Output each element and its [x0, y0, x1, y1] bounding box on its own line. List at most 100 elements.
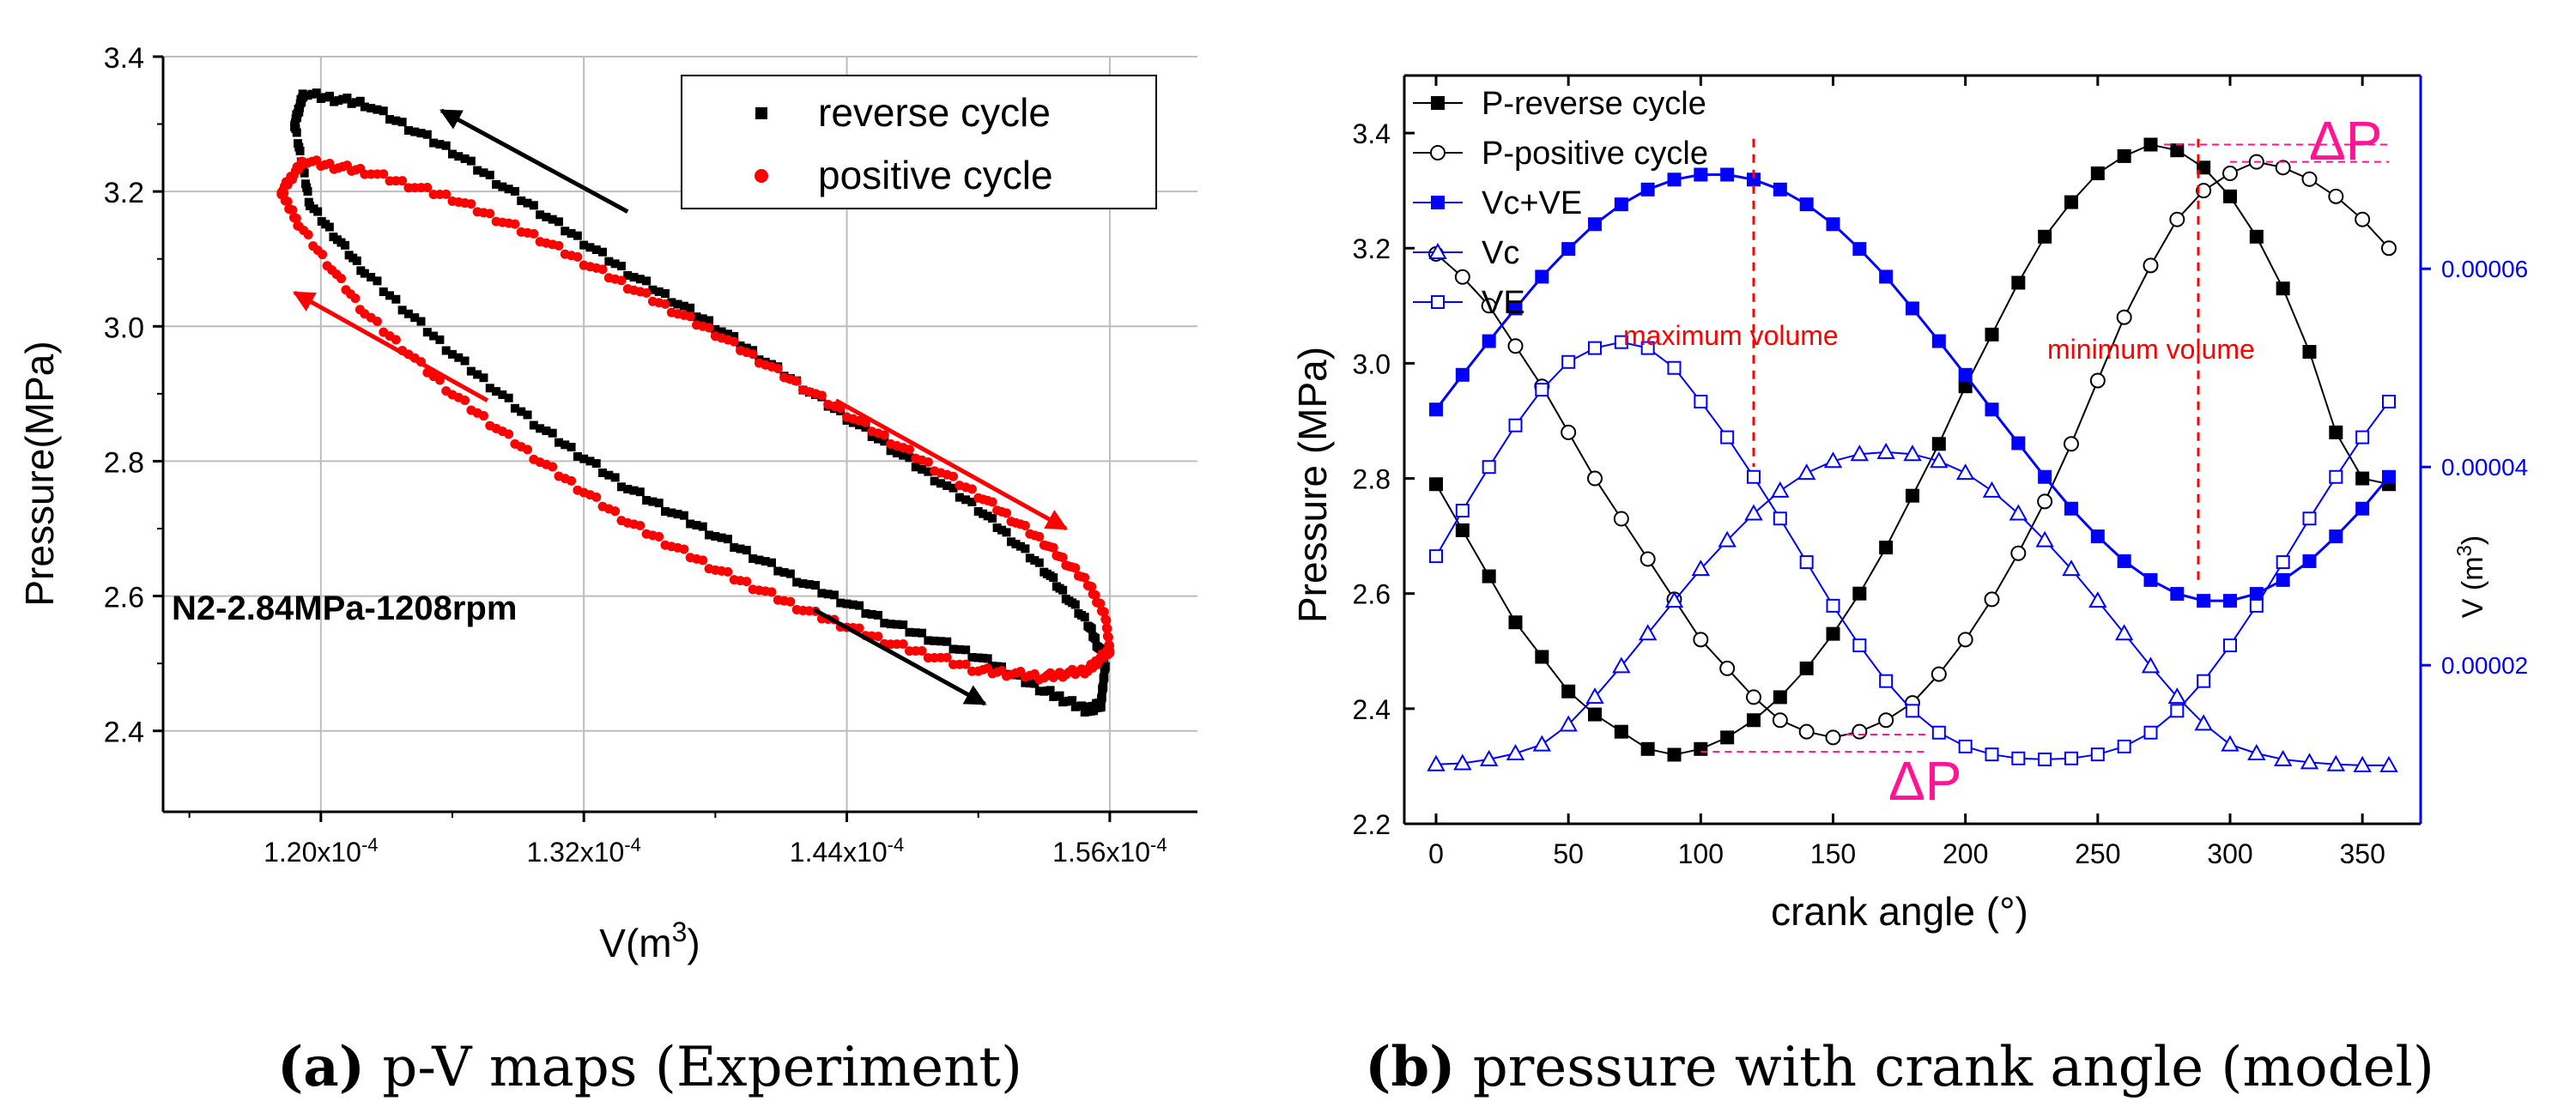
data-point-vc-ve: [1508, 301, 1523, 316]
x-tick-label: 250: [2075, 838, 2120, 869]
data-point-reverse-cycle: [561, 227, 570, 236]
data-point-vc: [2300, 753, 2319, 770]
data-point-reverse-cycle: [447, 149, 457, 159]
data-point-reverse-cycle: [949, 483, 958, 493]
data-point-reverse-cycle: [779, 568, 789, 578]
data-point-reverse-cycle: [367, 272, 376, 281]
data-point-reverse-cycle: [1021, 544, 1030, 553]
data-point-reverse-cycle: [667, 298, 676, 307]
data-point-reverse-cycle: [347, 99, 356, 108]
data-point-reverse-cycle: [861, 608, 870, 618]
data-point-positive-cycle: [704, 323, 714, 333]
data-point-p-reverse-cycle: [1561, 684, 1576, 699]
x-tick-exponent: -4: [624, 834, 641, 856]
data-point-reverse-cycle: [295, 146, 305, 155]
data-point-ve: [1561, 354, 1576, 369]
data-point-reverse-cycle: [1080, 613, 1089, 622]
panel-b-y2-label-close: ): [2457, 535, 2489, 545]
data-point-vc: [1638, 624, 1658, 641]
data-point-reverse-cycle: [892, 448, 901, 457]
data-point-vc: [1559, 715, 1578, 732]
direction-arrow-3: [813, 608, 987, 706]
data-point-positive-cycle: [723, 566, 733, 577]
data-point-positive-cycle: [282, 197, 293, 207]
data-point-reverse-cycle: [654, 287, 664, 296]
data-point-p-reverse-cycle: [1614, 724, 1628, 739]
data-point-p-reverse-cycle: [1535, 650, 1549, 664]
data-point-ve: [1747, 469, 1761, 484]
data-point-reverse-cycle: [504, 393, 513, 402]
data-point-reverse-cycle: [385, 115, 395, 124]
panel-a-legend: reverse cycle positive cycle: [681, 75, 1157, 209]
data-point-reverse-cycle: [648, 497, 658, 506]
data-point-reverse-cycle: [842, 599, 852, 608]
data-point-vc: [2194, 714, 2213, 731]
data-point-positive-cycle: [303, 229, 313, 239]
data-point-ve: [1667, 360, 1682, 375]
data-point-reverse-cycle: [466, 366, 476, 376]
data-point-reverse-cycle: [410, 313, 420, 323]
data-point-vc: [2114, 624, 2134, 641]
data-point-reverse-cycle: [1034, 558, 1044, 567]
legend-item-vc: Vc: [1413, 235, 1519, 271]
legend-item-p-positive-cycle: P-positive cycle: [1413, 136, 1708, 172]
data-point-p-positive-cycle: [1984, 591, 2000, 608]
data-point-reverse-cycle: [848, 600, 858, 609]
data-point-reverse-cycle: [604, 257, 614, 266]
panel-a: 2.4 2.6 2.8 3.0 3.2 3.4 1.20x10-4 1.32x10-4 1.44…: [17, 42, 1197, 1099]
data-point-p-reverse-cycle: [1879, 541, 1894, 555]
panel-b-caption-letter: b: [1391, 1035, 1429, 1099]
data-point-vc: [1453, 753, 1472, 771]
panel-a-caption: p-V maps (Experiment)(a) p-V maps (Exper…: [277, 1035, 1022, 1099]
data-point-p-reverse-cycle: [2302, 344, 2317, 359]
data-point-reverse-cycle: [623, 270, 633, 280]
data-point-reverse-cycle: [554, 438, 563, 447]
legend-marker-ve: [1431, 295, 1445, 309]
panel-a-caption-text: p-V maps (Experiment): [365, 1036, 1022, 1099]
data-point-positive-cycle: [616, 275, 627, 286]
legend-item-p-reverse-cycle: P-reverse cycle: [1413, 86, 1706, 122]
data-point-p-positive-cycle: [2222, 166, 2238, 182]
data-point-reverse-cycle: [510, 403, 519, 413]
data-point-reverse-cycle: [591, 459, 601, 469]
data-point-reverse-cycle: [351, 98, 361, 107]
data-point-p-reverse-cycle: [1482, 569, 1496, 584]
data-point-vc: [1771, 481, 1790, 498]
data-point-reverse-cycle: [517, 196, 526, 205]
data-point-vc-ve: [1747, 172, 1761, 187]
data-point-reverse-cycle: [529, 201, 538, 210]
series-ve: [1429, 335, 2396, 766]
data-point-p-reverse-cycle: [1508, 615, 1523, 630]
data-point-reverse-cycle: [352, 256, 361, 265]
y-tick-label: 2.6: [104, 582, 144, 614]
data-point-positive-cycle: [504, 429, 514, 439]
data-point-positive-cycle: [391, 335, 401, 345]
data-point-reverse-cycle: [473, 166, 482, 175]
data-point-positive-cycle: [466, 199, 476, 209]
y-tick-label: 3.0: [104, 312, 144, 344]
data-point-reverse-cycle: [379, 287, 388, 296]
data-point-vc: [1585, 687, 1604, 705]
data-point-positive-cycle: [660, 299, 670, 309]
data-point-reverse-cycle: [648, 285, 658, 294]
data-point-ve: [1508, 418, 1523, 432]
data-point-reverse-cycle: [300, 168, 309, 178]
data-point-reverse-cycle: [730, 543, 739, 552]
data-point-reverse-cycle: [924, 636, 933, 645]
data-point-positive-cycle: [873, 632, 883, 642]
data-point-reverse-cycle: [967, 653, 977, 662]
data-point-positive-cycle: [654, 531, 664, 541]
legend-label-vc-ve: Vc+VE: [1482, 185, 1582, 221]
data-point-reverse-cycle: [642, 496, 652, 505]
y-tick-label: 2.4: [104, 717, 144, 749]
data-point-positive-cycle: [698, 555, 708, 566]
x-tick-label: 100: [1678, 838, 1724, 869]
data-point-positive-cycle: [573, 251, 583, 262]
data-point-vc-ve: [1561, 242, 1576, 257]
panel-b-caption-paren-close: ): [1429, 1035, 1455, 1099]
data-point-ve: [1720, 430, 1735, 445]
data-point-reverse-cycle: [292, 128, 301, 137]
data-point-reverse-cycle: [717, 533, 726, 542]
data-point-ve: [1773, 511, 1787, 526]
